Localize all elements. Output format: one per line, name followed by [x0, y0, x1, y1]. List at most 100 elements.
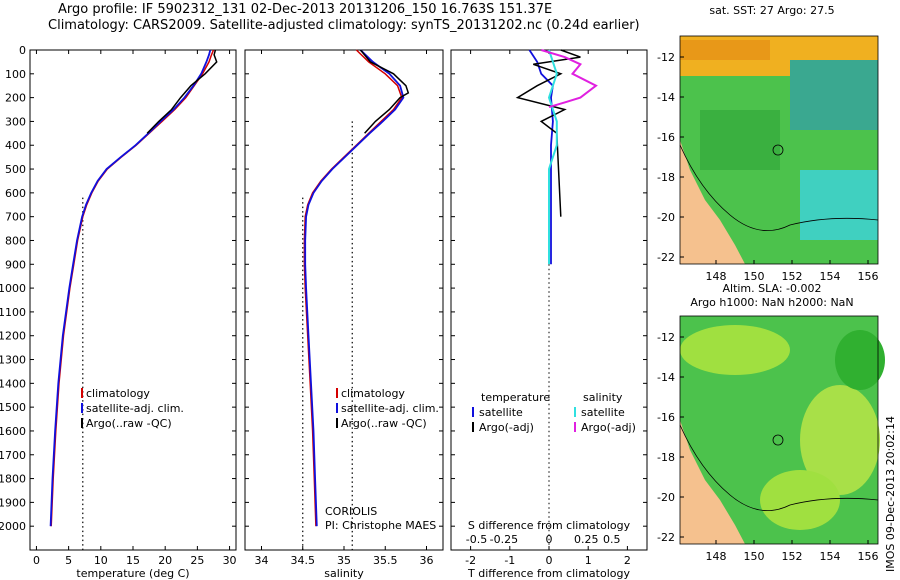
- temperature-xtick-label: 20: [158, 554, 172, 567]
- s-difference-tick-label: -0.5: [466, 533, 487, 546]
- sla-map-high-patch-2: [800, 385, 880, 495]
- sst-map-hot-patch: [680, 40, 770, 60]
- depth-tick-label: 1100: [0, 306, 26, 319]
- source-annotation: CORIOLIS: [325, 505, 377, 518]
- difference-xtick-label: -2: [465, 554, 476, 567]
- difference-xlabel: T difference from climatology: [467, 567, 630, 580]
- temperature-xlabel: temperature (deg C): [76, 567, 189, 580]
- sla-map-reef: [772, 434, 784, 446]
- difference-series-s-argo: [540, 49, 598, 109]
- depth-tick-label: 300: [5, 115, 26, 128]
- depth-tick-label: 1300: [0, 354, 26, 367]
- sst-map-reef: [772, 144, 784, 156]
- depth-tick-label: 1800: [0, 473, 26, 486]
- plot-title-line2: Climatology: CARS2009. Satellite-adjuste…: [48, 18, 640, 33]
- depth-tick-label: 1600: [0, 425, 26, 438]
- map-lat-tick-label: -18: [657, 451, 675, 464]
- map-lon-tick-label: 148: [706, 550, 727, 563]
- temperature-series-climatology: [50, 49, 215, 527]
- map-lat-tick-label: -16: [657, 411, 675, 424]
- sst-map-frame: [679, 35, 879, 265]
- temperature-xtick-label: 15: [126, 554, 140, 567]
- salinity-frame: [244, 49, 444, 551]
- difference-xtick-label: -1: [504, 554, 515, 567]
- sst-map-green-patch: [700, 110, 780, 170]
- salinity-series-satellite: [304, 49, 405, 527]
- salinity-legend-title: salinity: [583, 391, 623, 404]
- salinity-xtick-label: 34: [255, 554, 269, 567]
- depth-tick-label: 0: [19, 44, 26, 57]
- depth-tick-label: 100: [5, 68, 26, 81]
- temperature-xtick-label: 10: [94, 554, 108, 567]
- map-lat-tick-label: -12: [657, 51, 675, 64]
- salinity-xlabel: salinity: [324, 567, 364, 580]
- depth-tick-label: 2000: [0, 520, 26, 533]
- s-difference-tick-label: -0.25: [490, 533, 518, 546]
- sla-map-coastline: [679, 424, 879, 511]
- depth-tick-label: 900: [5, 258, 26, 271]
- temperature-legend-label: Argo(..raw -QC): [86, 417, 172, 430]
- sla-map-subtitle: Argo h1000: NaN h2000: NaN: [690, 296, 854, 309]
- difference-xtick-label: 2: [624, 554, 631, 567]
- salinity-legend-label: satellite-adj. clim.: [341, 402, 439, 415]
- map-lat-tick-label: -20: [657, 211, 675, 224]
- sst-map-cool-patch: [790, 60, 878, 130]
- salinity-legend-label: Argo(..raw -QC): [341, 417, 427, 430]
- map-lon-tick-label: 152: [782, 550, 803, 563]
- temperature-legend-label: climatology: [86, 387, 150, 400]
- sst-map-title: sat. SST: 27 Argo: 27.5: [709, 4, 835, 17]
- map-lon-tick-label: 156: [858, 550, 879, 563]
- temperature-series-argo: [146, 49, 218, 134]
- map-lat-tick-label: -14: [657, 371, 675, 384]
- depth-tick-label: 1900: [0, 496, 26, 509]
- temperature-xtick-label: 30: [223, 554, 237, 567]
- depth-tick-label: 400: [5, 139, 26, 152]
- difference-xtick-label: 1: [585, 554, 592, 567]
- temperature-xtick-label: 25: [190, 554, 204, 567]
- map-lon-tick-label: 148: [706, 270, 727, 283]
- map-lon-tick-label: 154: [820, 550, 841, 563]
- salinity-legend-label: satellite: [581, 406, 625, 419]
- map-lon-tick-label: 150: [744, 550, 765, 563]
- map-lon-tick-label: 156: [858, 270, 879, 283]
- depth-tick-label: 1000: [0, 282, 26, 295]
- temperature-legend-label: satellite: [479, 406, 523, 419]
- map-lat-tick-label: -20: [657, 491, 675, 504]
- map-lat-tick-label: -22: [657, 531, 675, 544]
- difference-xtick-label: 0: [546, 554, 553, 567]
- salinity-series-climatology: [303, 49, 403, 527]
- map-lat-tick-label: -22: [657, 251, 675, 264]
- difference-frame: [450, 49, 648, 551]
- depth-tick-label: 800: [5, 234, 26, 247]
- map-lat-tick-label: -12: [657, 331, 675, 344]
- sla-map-high-patch: [680, 325, 790, 375]
- source-annotation: PI: Christophe MAES: [325, 519, 436, 532]
- map-lat-tick-label: -14: [657, 91, 675, 104]
- salinity-xtick-label: 34.5: [291, 554, 316, 567]
- depth-tick-label: 1500: [0, 401, 26, 414]
- depth-tick-label: 500: [5, 163, 26, 176]
- map-lon-tick-label: 152: [782, 270, 803, 283]
- sla-map-frame: [679, 315, 879, 545]
- map-lon-tick-label: 154: [820, 270, 841, 283]
- temperature-legend-label: satellite-adj. clim.: [86, 402, 184, 415]
- depth-tick-label: 600: [5, 187, 26, 200]
- depth-tick-label: 1400: [0, 377, 26, 390]
- salinity-series-argo: [359, 49, 410, 134]
- sla-map-high-patch-3: [760, 470, 840, 530]
- difference-series-s-satellite: [547, 49, 558, 265]
- temperature-legend-title: temperature: [481, 391, 550, 404]
- map-lon-tick-label: 150: [744, 270, 765, 283]
- map-lat-tick-label: -16: [657, 131, 675, 144]
- temperature-xtick-label: 0: [33, 554, 40, 567]
- sla-map-title: Altim. SLA: -0.002: [722, 282, 822, 295]
- temperature-frame: [29, 49, 237, 551]
- depth-tick-label: 1700: [0, 449, 26, 462]
- salinity-xtick-label: 36: [420, 554, 434, 567]
- plot-title-line1: Argo profile: IF 5902312_131 02-Dec-2013…: [58, 2, 553, 17]
- temperature-xtick-label: 5: [65, 554, 72, 567]
- salinity-xtick-label: 35: [337, 554, 351, 567]
- sst-map-land: [680, 140, 745, 264]
- salinity-legend-label: climatology: [341, 387, 405, 400]
